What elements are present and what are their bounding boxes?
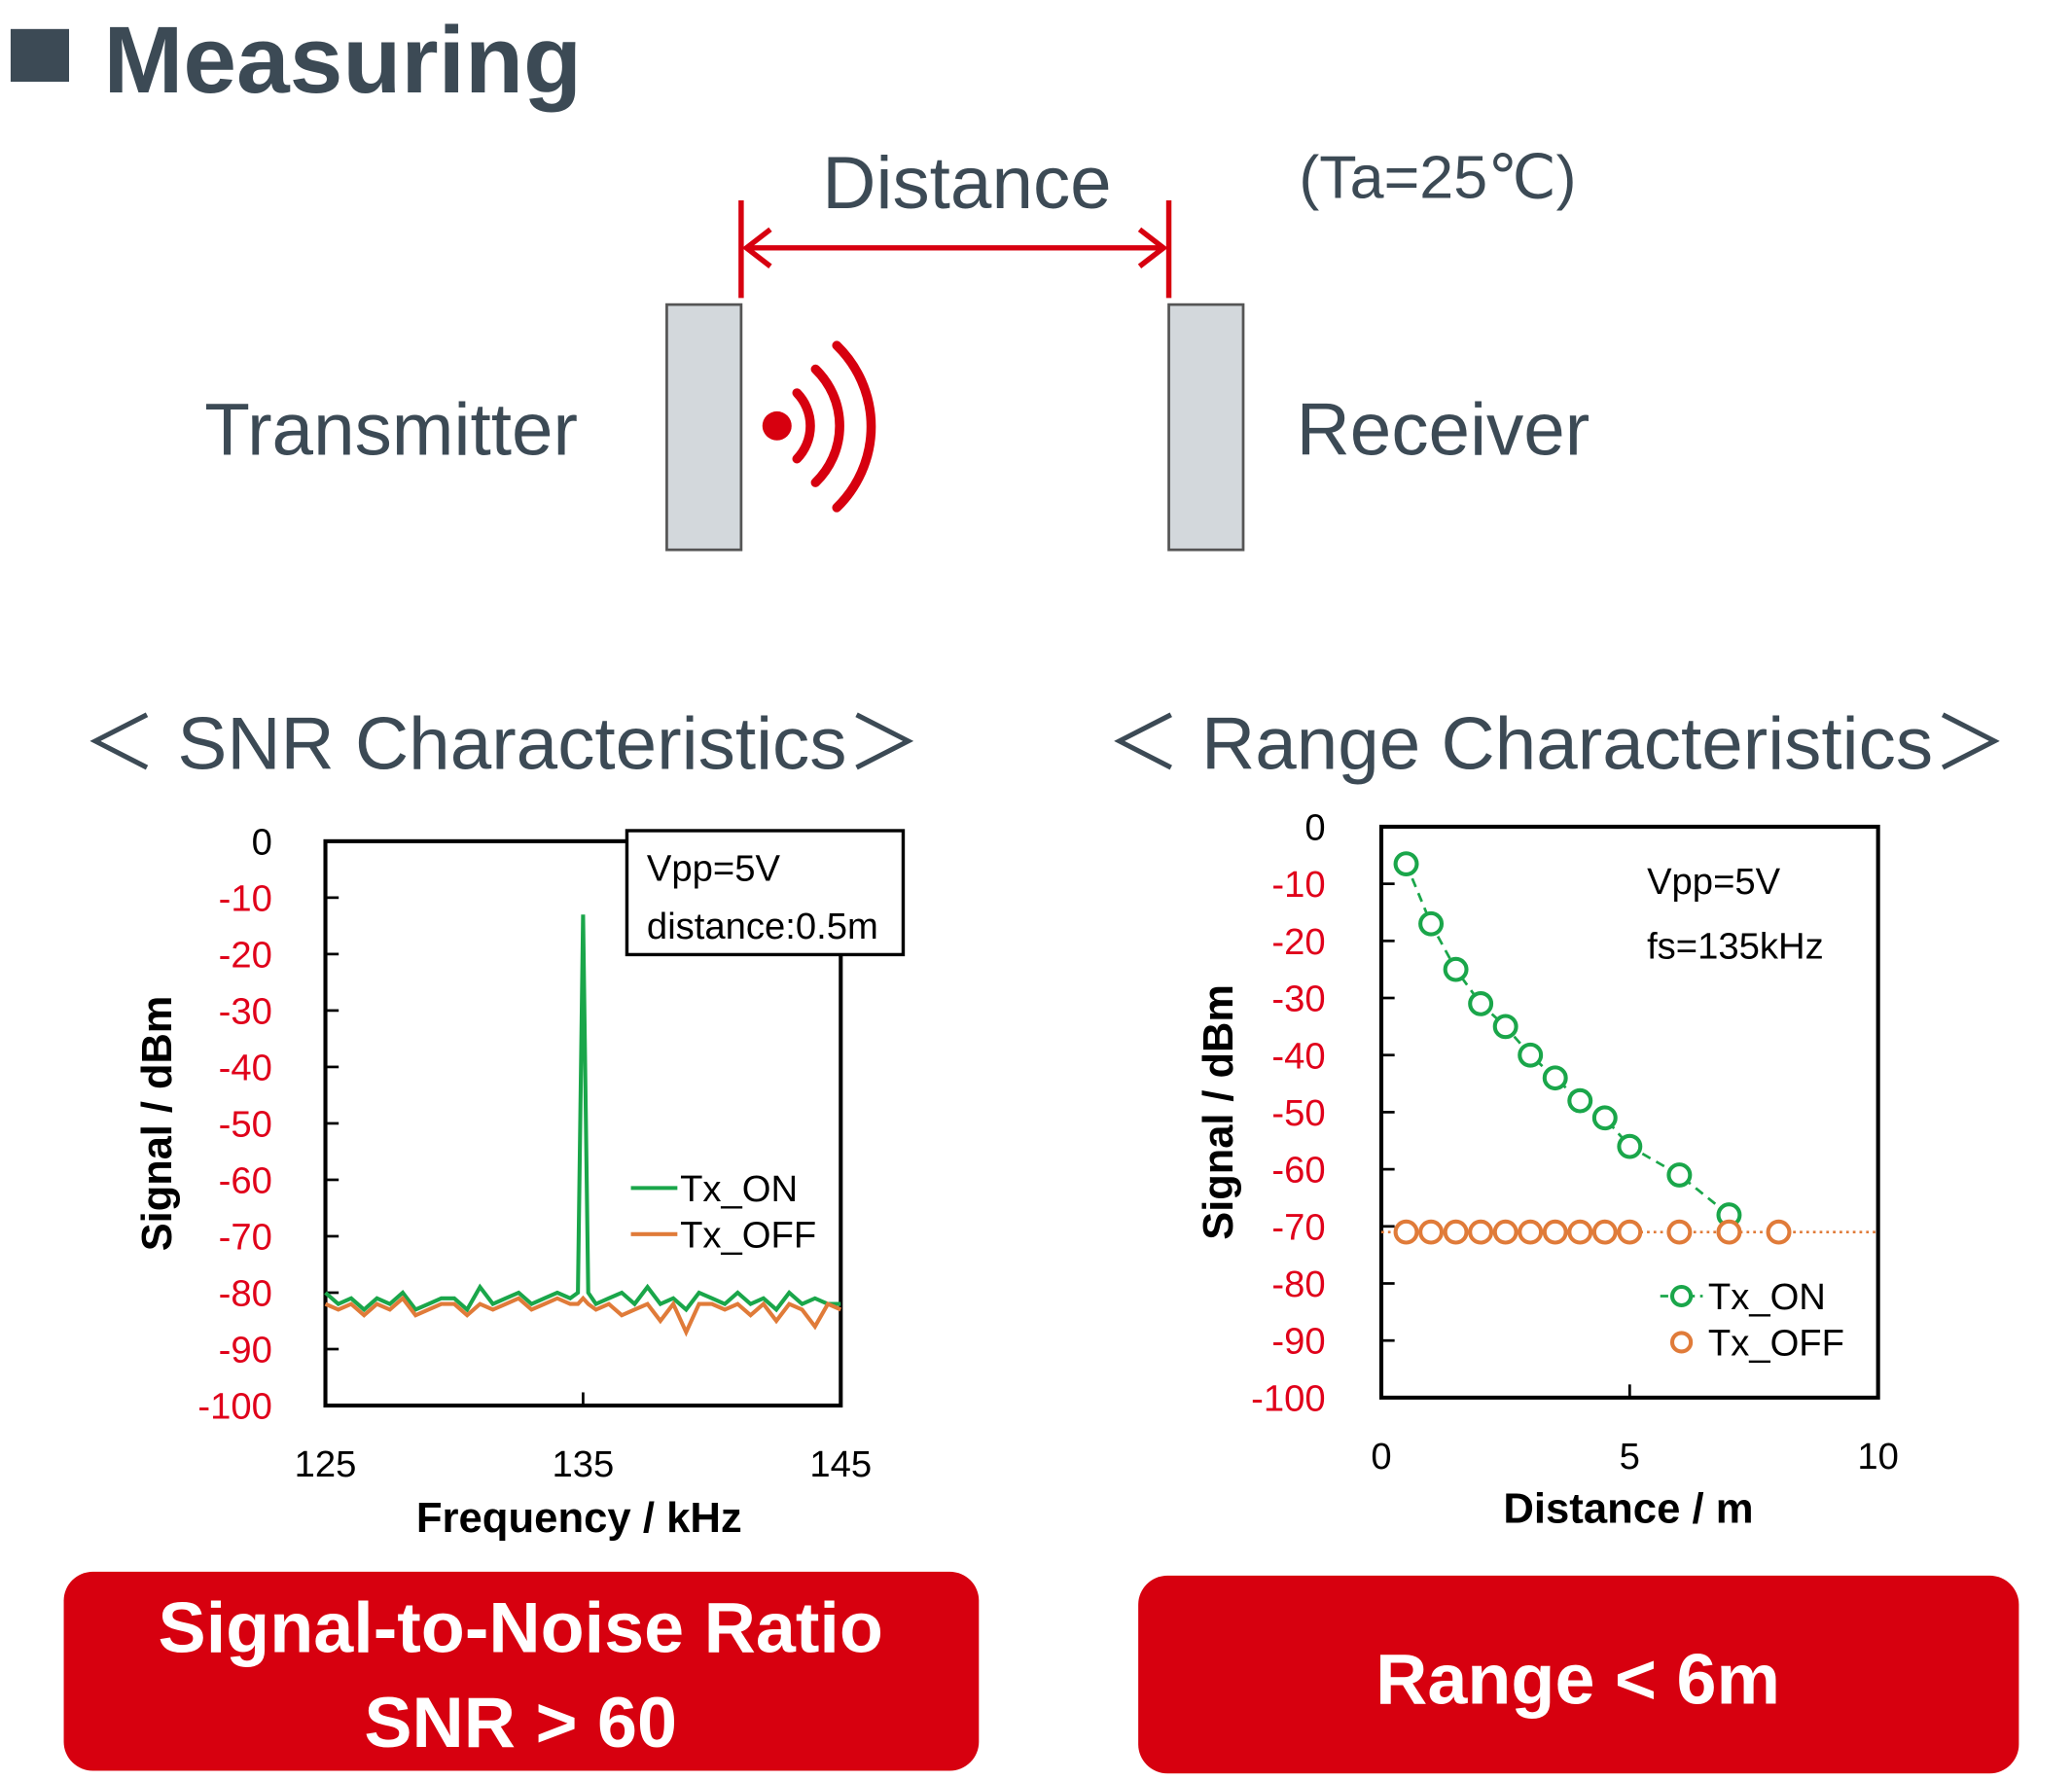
y-tick-label: -90 <box>219 1331 272 1371</box>
series-line <box>324 1295 842 1337</box>
y-tick-label: -40 <box>1271 1036 1325 1077</box>
signal-waves <box>792 340 876 513</box>
y-tick-label: 0 <box>1304 808 1325 849</box>
y-tick-label: -80 <box>1271 1264 1325 1305</box>
marker <box>1617 1219 1643 1245</box>
y-tick-label: -90 <box>1271 1322 1325 1363</box>
summary-text: Signal-to-Noise Ratio <box>159 1587 883 1668</box>
chart-title: ＜ SNR Characteristics＞ <box>83 703 921 786</box>
marker <box>1443 956 1469 982</box>
marker <box>1418 1219 1445 1245</box>
y-tick-label: -100 <box>197 1387 271 1428</box>
y-tick-label: -40 <box>219 1049 272 1089</box>
receiver-label: Receiver <box>1297 389 1590 472</box>
y-tick-label: -30 <box>1271 979 1325 1020</box>
y-tick-label: -70 <box>219 1218 272 1259</box>
marker <box>1766 1219 1792 1245</box>
y-axis-title: Signal / dBm <box>1196 984 1242 1240</box>
y-tick-label: -100 <box>1251 1379 1325 1420</box>
y-tick-label: -70 <box>1271 1207 1325 1248</box>
marker <box>1393 851 1419 876</box>
x-tick-label: 10 <box>1857 1437 1899 1477</box>
y-tick-label: -80 <box>219 1274 272 1315</box>
distance-arrow <box>738 200 1172 299</box>
y-tick-label: -60 <box>219 1161 272 1202</box>
x-tick-label: 145 <box>809 1444 872 1485</box>
series-line <box>324 914 841 1313</box>
series-line <box>1405 863 1731 1217</box>
marker <box>1716 1219 1742 1245</box>
condition: (Ta=25℃) <box>1299 144 1576 212</box>
y-tick-label: -10 <box>219 879 272 920</box>
y-tick-label: -20 <box>219 936 272 977</box>
marker <box>1492 1219 1518 1245</box>
receiver-box <box>1167 303 1245 552</box>
annotation: fs=135kHz <box>1647 927 1824 968</box>
chart-title: ＜ Range Characteristics＞ <box>1106 703 2007 786</box>
marker <box>1542 1219 1568 1245</box>
legend-label: Tx_OFF <box>1708 1324 1844 1365</box>
marker <box>1468 991 1494 1016</box>
page-title: Measuring <box>104 6 583 113</box>
y-tick-label: -60 <box>1271 1151 1325 1192</box>
annotation: Vpp=5V <box>1647 862 1781 903</box>
marker <box>1567 1219 1593 1245</box>
annotation-box <box>625 829 906 957</box>
marker <box>1591 1219 1618 1245</box>
summary-text: Range < 6m <box>1375 1639 1780 1720</box>
x-tick-label: 5 <box>1620 1437 1640 1477</box>
legend-marker <box>1669 1331 1694 1354</box>
marker <box>1518 1042 1544 1068</box>
legend-label: Tx_OFF <box>680 1215 816 1256</box>
marker <box>1418 910 1445 937</box>
y-tick-label: -20 <box>1271 922 1325 963</box>
x-tick-label: 135 <box>553 1444 615 1485</box>
x-tick-label: 0 <box>1371 1437 1391 1477</box>
marker <box>1468 1219 1494 1245</box>
marker <box>1443 1219 1469 1245</box>
marker <box>1393 1219 1419 1245</box>
signal-dot <box>762 410 792 441</box>
y-tick-label: -50 <box>219 1105 272 1146</box>
x-tick-label: 125 <box>295 1444 357 1485</box>
y-tick-label: -30 <box>219 992 272 1033</box>
annotation: distance:0.5m <box>647 907 878 947</box>
marker <box>1567 1087 1593 1114</box>
transmitter-label: Transmitter <box>204 389 578 472</box>
marker <box>1518 1219 1544 1245</box>
transmitter-box <box>665 303 743 552</box>
x-axis-title: Distance / m <box>1503 1486 1753 1533</box>
marker <box>1666 1219 1693 1245</box>
summary-box <box>1138 1575 2019 1774</box>
y-axis-title: Signal / dBm <box>134 996 181 1252</box>
marker <box>1492 1014 1518 1040</box>
header-square <box>10 28 69 83</box>
summary-box <box>63 1571 980 1771</box>
y-tick-label: -50 <box>1271 1093 1325 1134</box>
legend-marker <box>1669 1284 1694 1308</box>
distance-label: Distance <box>822 142 1111 225</box>
marker <box>1542 1065 1568 1091</box>
legend-label: Tx_ON <box>680 1169 798 1210</box>
marker <box>1666 1162 1693 1188</box>
y-tick-label: -10 <box>1271 865 1325 906</box>
summary-text: SNR > 60 <box>364 1682 677 1762</box>
y-tick-label: 0 <box>252 823 272 864</box>
legend-label: Tx_ON <box>1708 1277 1826 1318</box>
marker <box>1617 1133 1643 1159</box>
marker <box>1591 1105 1618 1131</box>
annotation: Vpp=5V <box>647 849 781 890</box>
x-axis-title: Frequency / kHz <box>416 1495 742 1542</box>
